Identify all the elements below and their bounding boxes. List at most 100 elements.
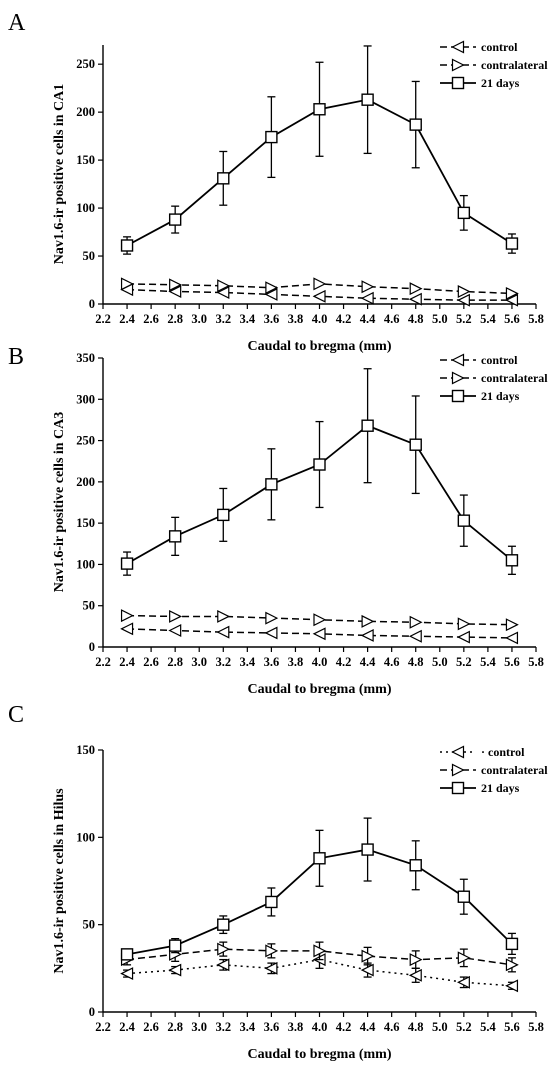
legend-label: · control [481,745,525,759]
legend: · control contralateral 21 days [440,745,548,795]
y-tick-label: 150 [76,743,95,757]
y-axis-title: Nav1.6-ir positive cells in CA1 [52,84,67,265]
data-point-triangle-left [216,625,230,639]
x-tick-label: 5.4 [480,312,496,326]
y-tick-label: 350 [76,351,95,365]
data-point-square [168,939,182,952]
panel-letter: C [8,702,24,728]
x-tick-label: 3.0 [191,312,207,326]
data-point-triangle-left [120,622,134,636]
data-point-square [265,478,278,491]
y-axis-title: Nav1.6-ir positive cells in CA3 [52,412,67,593]
y-tick-label: 200 [76,105,95,119]
x-tick-label: 3.6 [264,1020,280,1034]
x-tick-label: 5.2 [456,1020,472,1034]
data-point-square [120,948,134,961]
x-tick-label: 3.2 [215,312,231,326]
data-point-triangle-left [505,979,519,993]
data-point-triangle-right [409,282,423,296]
x-tick-label: 2.4 [119,1020,135,1034]
y-tick-label: 0 [89,640,95,654]
x-tick-label: 5.4 [480,1020,496,1034]
legend-marker-triangle-left [451,353,465,367]
y-tick-label: 250 [76,57,95,71]
x-tick-label: 5.2 [456,312,472,326]
x-tick-label: 5.6 [504,1020,520,1034]
y-tick-label: 50 [83,249,96,263]
data-point-triangle-right [361,614,375,628]
y-tick-label: 100 [76,830,95,844]
x-tick-label: 5.0 [432,655,448,669]
data-point-triangle-left [456,293,470,307]
x-tick-label: 2.2 [95,1020,111,1034]
chart-panel-C: C 0 50 100 150 2.2 2.4 2.6 2.8 3.0 3.2 3.4 3.6 3.8 4.0… [8,702,548,1062]
x-tick-label: 2.8 [167,1020,183,1034]
data-point-square [217,918,230,931]
data-point-triangle-right [169,278,183,292]
data-point-square [313,852,326,865]
data-point-square [457,206,471,220]
data-point-triangle-right [361,949,375,963]
x-tick-label: 3.6 [264,312,280,326]
data-point-triangle-left [264,961,278,975]
x-tick-label: 4.8 [408,312,424,326]
series-2 [120,817,519,961]
data-point-triangle-right [265,281,279,295]
x-tick-label: 5.0 [432,312,448,326]
data-point-triangle-right [505,286,519,300]
x-tick-label: 3.4 [240,312,256,326]
data-point-square [505,554,519,567]
legend-label: 21 days [481,389,520,403]
panel-letter: A [8,10,26,36]
data-point-square [457,514,471,527]
legend-label: control [481,353,518,367]
data-point-square [505,937,519,951]
data-point-square [409,438,422,451]
data-point-triangle-left [120,967,134,981]
data-point-square [265,130,278,144]
x-axis-title: Caudal to bregma (mm) [247,682,391,697]
series-1 [120,277,519,300]
legend-label: contralateral [481,763,548,777]
legend-marker-triangle-right [451,58,465,72]
legend-marker-square [451,389,465,403]
x-tick-label: 3.6 [264,655,280,669]
data-point-triangle-right [361,280,375,294]
data-point-triangle-right [265,944,279,958]
data-point-square [120,557,134,570]
data-point-square [361,843,374,856]
data-point-triangle-right [217,609,231,623]
x-tick-label: 5.8 [528,655,544,669]
y-tick-label: 50 [83,918,96,932]
x-tick-label: 3.8 [288,312,304,326]
legend-label: 21 days [481,76,520,90]
data-point-triangle-left [264,287,278,301]
data-point-triangle-left [216,286,230,299]
x-tick-label: 3.2 [215,655,231,669]
data-point-triangle-left [312,627,326,641]
x-tick-label: 5.8 [528,312,544,326]
x-tick-label: 2.6 [143,1020,159,1034]
x-tick-label: 5.4 [480,655,496,669]
data-point-triangle-right [409,953,423,967]
series-0 [120,622,519,645]
data-point-square [505,237,519,250]
x-tick-label: 4.6 [384,312,400,326]
legend-label: contralateral [481,371,548,385]
data-point-triangle-left [168,624,182,637]
x-tick-label: 3.0 [191,655,207,669]
legend: control contralateral 21 days [440,353,548,403]
data-point-square [217,508,230,522]
chart-panel-A: A 0 50 100 150 200 250 2.2 2.4 2.6 2.8 3.0 3.2 3.4 3.6… [8,10,548,354]
y-tick-label: 150 [76,516,95,530]
data-point-triangle-left [168,963,182,977]
data-point-triangle-right [457,617,471,631]
y-tick-label: 150 [76,153,95,167]
y-tick-label: 250 [76,434,95,448]
y-tick-label: 0 [89,297,95,311]
data-point-triangle-left [360,963,374,977]
data-point-triangle-left [312,289,326,303]
x-tick-label: 3.8 [288,1020,304,1034]
x-tick-label: 2.4 [119,312,135,326]
legend-label: contralateral [481,58,548,72]
